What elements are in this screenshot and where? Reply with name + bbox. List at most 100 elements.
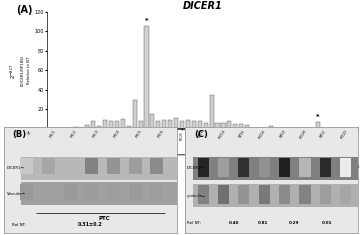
- Bar: [279, 185, 290, 204]
- Bar: [115, 121, 119, 129]
- Text: PTC2: PTC2: [70, 129, 78, 139]
- Text: Vinculin→: Vinculin→: [7, 192, 26, 196]
- Text: PTC14: PTC14: [218, 129, 226, 140]
- Bar: [121, 119, 125, 129]
- Bar: [150, 114, 155, 129]
- Bar: [97, 126, 101, 129]
- Bar: [21, 182, 177, 205]
- Bar: [127, 126, 131, 129]
- Text: $2^{-\delta CT}$: $2^{-\delta CT}$: [9, 62, 18, 79]
- Bar: [299, 158, 311, 177]
- Text: PTC4: PTC4: [114, 129, 121, 139]
- Text: (C): (C): [194, 130, 208, 139]
- Bar: [192, 121, 196, 129]
- Text: γ-tubulin→: γ-tubulin→: [187, 194, 206, 198]
- Bar: [150, 184, 163, 200]
- Bar: [227, 121, 231, 129]
- Bar: [162, 120, 166, 129]
- Bar: [56, 128, 60, 129]
- Bar: [144, 26, 148, 129]
- Text: (B): (B): [12, 130, 26, 139]
- Bar: [150, 158, 163, 174]
- Text: 0.31±0.2: 0.31±0.2: [78, 222, 102, 227]
- Bar: [320, 158, 331, 177]
- Text: DICER1→: DICER1→: [7, 166, 25, 170]
- Bar: [193, 157, 358, 180]
- Bar: [218, 158, 229, 177]
- Bar: [233, 124, 237, 129]
- Bar: [107, 158, 120, 174]
- Text: Cell lines: Cell lines: [331, 164, 359, 169]
- Bar: [85, 158, 98, 174]
- Text: *: *: [145, 19, 148, 24]
- Text: ATC: ATC: [286, 164, 297, 169]
- Bar: [21, 158, 33, 174]
- Bar: [269, 125, 273, 129]
- Title: DICER1: DICER1: [183, 1, 223, 11]
- Bar: [203, 123, 208, 129]
- Text: (DICER1/RP18S): (DICER1/RP18S): [20, 55, 24, 86]
- Bar: [64, 184, 77, 200]
- Text: NT22: NT22: [319, 129, 327, 139]
- Text: Relative to NT: Relative to NT: [27, 57, 31, 84]
- Bar: [64, 158, 77, 174]
- Text: Rel NT:: Rel NT:: [187, 221, 201, 225]
- Bar: [245, 125, 249, 129]
- Text: PTC3: PTC3: [92, 129, 100, 139]
- Bar: [258, 185, 270, 204]
- Text: PTC: PTC: [152, 164, 164, 169]
- Bar: [132, 100, 137, 129]
- Text: PTC1: PTC1: [49, 129, 56, 139]
- Bar: [340, 158, 351, 177]
- Text: PTC6: PTC6: [157, 129, 165, 139]
- Bar: [129, 184, 142, 200]
- Text: NT: NT: [54, 164, 62, 169]
- Bar: [340, 185, 351, 204]
- Bar: [109, 121, 113, 129]
- Text: NT16: NT16: [238, 129, 246, 138]
- Bar: [85, 184, 98, 200]
- Bar: [222, 123, 226, 129]
- Bar: [129, 158, 142, 174]
- Bar: [299, 185, 311, 204]
- Bar: [42, 184, 55, 200]
- Text: NT20: NT20: [279, 129, 286, 139]
- Text: 0.81: 0.81: [258, 221, 268, 225]
- Bar: [215, 123, 220, 129]
- Text: DICER1→: DICER1→: [187, 166, 205, 170]
- Text: NT: NT: [27, 129, 33, 135]
- Bar: [218, 185, 229, 204]
- Bar: [193, 184, 358, 207]
- Text: 0.01: 0.01: [322, 221, 332, 225]
- Text: 0.29: 0.29: [289, 221, 299, 225]
- Bar: [210, 95, 214, 129]
- Bar: [279, 158, 290, 177]
- Bar: [198, 185, 209, 204]
- Bar: [67, 128, 72, 129]
- Bar: [139, 121, 143, 129]
- Bar: [73, 127, 77, 129]
- Bar: [238, 158, 249, 177]
- Text: PTC5: PTC5: [135, 129, 143, 139]
- Text: NT14: NT14: [197, 129, 205, 138]
- Bar: [263, 128, 267, 129]
- Bar: [258, 158, 270, 177]
- Bar: [42, 158, 55, 174]
- Bar: [316, 122, 320, 129]
- Bar: [168, 120, 172, 129]
- Bar: [21, 157, 177, 180]
- Bar: [239, 124, 243, 129]
- Text: 0.40: 0.40: [228, 221, 239, 225]
- Bar: [198, 158, 209, 177]
- Text: PTC22: PTC22: [340, 129, 348, 140]
- Bar: [156, 121, 160, 129]
- Bar: [21, 184, 33, 200]
- Bar: [198, 121, 202, 129]
- Text: PTC16: PTC16: [258, 129, 267, 140]
- Bar: [238, 185, 249, 204]
- Bar: [180, 121, 184, 129]
- Text: *: *: [316, 114, 320, 120]
- Text: PTC: PTC: [98, 216, 110, 221]
- Bar: [186, 120, 190, 129]
- Bar: [79, 128, 84, 129]
